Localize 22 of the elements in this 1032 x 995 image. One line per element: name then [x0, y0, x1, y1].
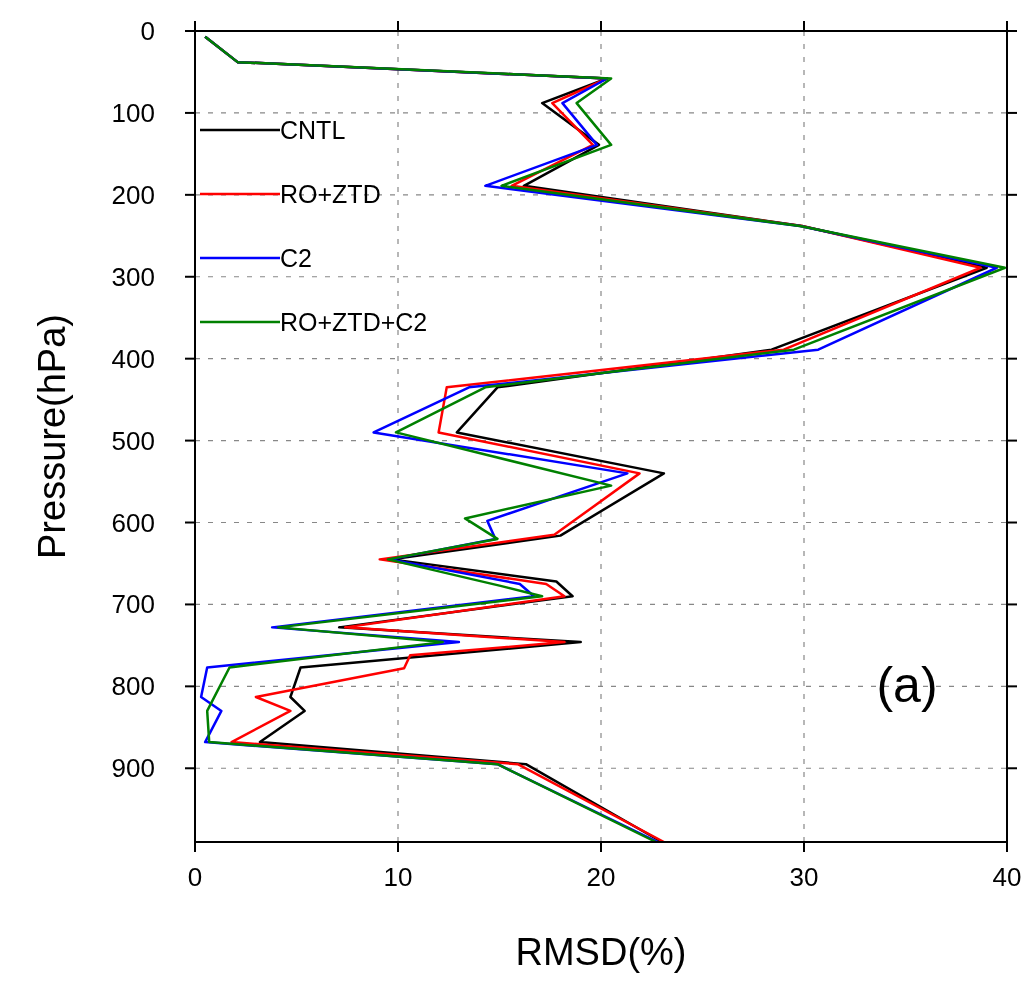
y-tick-label: 0	[140, 16, 155, 46]
x-tick-label: 10	[383, 862, 413, 892]
legend-label: C2	[280, 244, 312, 272]
y-tick-label: 400	[111, 343, 155, 374]
y-axis-title: Pressure(hPa)	[31, 314, 73, 559]
y-tick-label: 100	[111, 97, 155, 128]
x-axis-title: RMSD(%)	[515, 931, 687, 973]
legend-label: CNTL	[280, 116, 346, 144]
x-tick-label: 0	[187, 862, 203, 892]
y-tick-label: 800	[111, 671, 155, 702]
y-tick-label: 900	[111, 753, 155, 784]
y-tick-label: 500	[111, 425, 155, 456]
y-tick-label: 300	[111, 261, 155, 292]
annotation: (a)	[876, 657, 938, 713]
x-tick-label: 30	[789, 862, 819, 892]
x-tick-label: 20	[586, 862, 616, 892]
y-tick-label: 200	[111, 179, 155, 210]
y-tick-label: 700	[111, 589, 155, 620]
legend-label: RO+ZTD+C2	[280, 308, 428, 336]
x-tick-label: 40	[992, 862, 1022, 892]
y-tick-label: 600	[111, 507, 155, 538]
legend-label: RO+ZTD	[280, 180, 381, 208]
